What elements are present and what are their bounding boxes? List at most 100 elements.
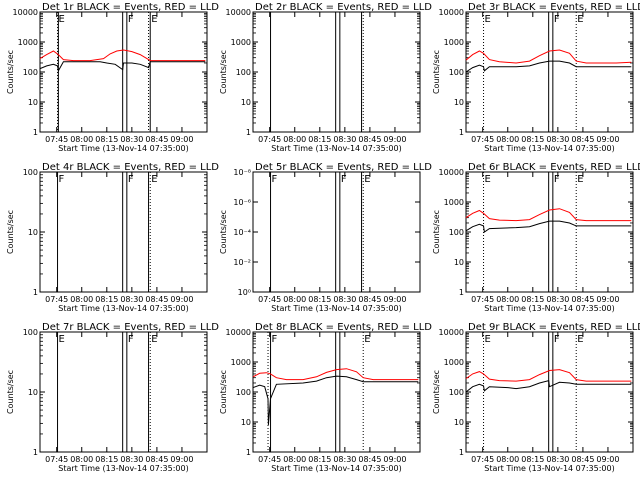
- x-tick-label: 08:45: [145, 295, 168, 304]
- x-tick-label: 09:00: [596, 295, 619, 304]
- lld-series-line: [465, 369, 632, 382]
- marker-label: F: [128, 174, 134, 185]
- marker-label: E: [151, 174, 157, 185]
- panel-det-7r: Det 7r BLACK = Events, RED = LLD 1 10 100 07…: [6, 322, 219, 473]
- plot-frame: [465, 11, 634, 133]
- x-tick-label: 09:00: [170, 295, 193, 304]
- x-tick-label: 09:00: [383, 455, 406, 464]
- x-tick-label: 08:30: [546, 295, 569, 304]
- marker-label: E: [577, 14, 583, 25]
- plot-frame: [39, 11, 208, 133]
- x-tick-label: 08:45: [145, 455, 168, 464]
- y-tick-label: 10: [28, 388, 38, 397]
- x-tick-label: 08:15: [308, 295, 331, 304]
- lld-series-line: [39, 49, 206, 62]
- panel-title: Det 3r BLACK = Events, RED = LLD: [468, 2, 640, 13]
- panel-title: Det 4r BLACK = Events, RED = LLD: [42, 162, 219, 173]
- x-tick-label: 08:00: [70, 295, 93, 304]
- x-tick-label: 08:00: [70, 135, 93, 144]
- y-axis-label: Counts/sec: [6, 50, 15, 94]
- lld-series-line: [465, 49, 632, 64]
- marker-label: F: [272, 334, 278, 345]
- y-tick-label: 1000: [444, 358, 464, 367]
- y-tick-label: 100: [449, 228, 464, 237]
- x-tick-label: 08:30: [333, 295, 356, 304]
- x-tick-label: 07:45: [258, 135, 281, 144]
- x-tick-label: 07:45: [45, 135, 68, 144]
- panel-title: Det 2r BLACK = Events, RED = LLD: [255, 2, 432, 13]
- x-tick-label: 08:00: [496, 295, 519, 304]
- panel-det-8r: Det 8r BLACK = Events, RED = LLD 1 10 100 10…: [219, 322, 432, 473]
- x-axis-label: Start Time (13-Nov-14 07:35:00): [484, 144, 614, 153]
- panel-title: Det 8r BLACK = Events, RED = LLD: [255, 322, 432, 333]
- x-axis-label: Start Time (13-Nov-14 07:35:00): [58, 304, 188, 313]
- x-axis-label: Start Time (13-Nov-14 07:35:00): [58, 464, 188, 473]
- marker-label: F: [554, 174, 560, 185]
- x-tick-label: 08:00: [283, 295, 306, 304]
- plot-frame: [252, 331, 421, 453]
- x-tick-label: 08:15: [521, 455, 544, 464]
- plot-frame: [39, 171, 208, 293]
- y-tick-label: 10000: [13, 8, 38, 17]
- x-axis-label: Start Time (13-Nov-14 07:35:00): [484, 464, 614, 473]
- x-tick-label: 08:15: [521, 135, 544, 144]
- y-tick-label: 1: [459, 128, 464, 137]
- y-tick-label: 1000: [231, 358, 251, 367]
- y-tick-label: 10000: [226, 8, 251, 17]
- x-tick-label: 07:45: [258, 455, 281, 464]
- x-tick-label: 07:45: [471, 455, 494, 464]
- x-tick-label: 07:45: [471, 295, 494, 304]
- y-axis-label: Counts/sec: [432, 50, 441, 94]
- y-axis-label: Counts/sec: [432, 370, 441, 414]
- panel-det-3r: Det 3r BLACK = Events, RED = LLD 1 10 100 10…: [432, 2, 640, 153]
- x-tick-label: 08:15: [95, 295, 118, 304]
- y-tick-label: 10⁻⁸: [233, 168, 251, 177]
- marker-label: F: [341, 174, 347, 185]
- y-tick-label: 100: [449, 68, 464, 77]
- y-tick-label: 100: [236, 68, 251, 77]
- marker-label: E: [577, 334, 583, 345]
- y-tick-label: 10: [28, 228, 38, 237]
- x-tick-label: 08:00: [496, 135, 519, 144]
- marker-label: E: [577, 174, 583, 185]
- x-tick-label: 08:45: [571, 295, 594, 304]
- x-tick-label: 08:30: [333, 135, 356, 144]
- x-axis-label: Start Time (13-Nov-14 07:35:00): [271, 464, 401, 473]
- x-tick-label: 08:00: [283, 455, 306, 464]
- plot-frame: [39, 331, 208, 453]
- y-tick-label: 1000: [444, 198, 464, 207]
- y-tick-label: 1: [246, 448, 251, 457]
- x-tick-label: 08:15: [308, 455, 331, 464]
- x-axis-label: Start Time (13-Nov-14 07:35:00): [271, 304, 401, 313]
- y-tick-label: 10⁰: [238, 288, 251, 297]
- marker-label: E: [59, 14, 65, 25]
- lld-series-line: [465, 208, 632, 222]
- y-tick-label: 10: [454, 258, 464, 267]
- y-tick-label: 1: [33, 448, 38, 457]
- x-tick-label: 08:30: [546, 455, 569, 464]
- x-tick-label: 08:00: [496, 455, 519, 464]
- y-tick-label: 1000: [18, 38, 38, 47]
- panel-det-4r: Det 4r BLACK = Events, RED = LLD 1 10 100 07…: [6, 162, 219, 313]
- marker-label: E: [59, 334, 65, 345]
- events-series-line: [465, 379, 632, 393]
- x-tick-label: 07:45: [258, 295, 281, 304]
- y-tick-label: 10: [241, 98, 251, 107]
- plot-frame: [252, 11, 421, 133]
- y-axis-label: Counts/sec: [219, 370, 228, 414]
- y-tick-label: 100: [23, 168, 38, 177]
- plot-frame: [465, 331, 634, 453]
- marker-label: F: [128, 334, 134, 345]
- marker-label: E: [485, 334, 491, 345]
- y-tick-label: 10⁻⁴: [233, 228, 251, 237]
- y-tick-label: 10: [28, 98, 38, 107]
- panel-title: Det 1r BLACK = Events, RED = LLD: [42, 2, 219, 13]
- y-tick-label: 10000: [226, 328, 251, 337]
- x-tick-label: 09:00: [596, 455, 619, 464]
- y-tick-label: 100: [449, 388, 464, 397]
- y-tick-label: 1: [459, 288, 464, 297]
- x-tick-label: 08:45: [358, 455, 381, 464]
- marker-label: E: [485, 174, 491, 185]
